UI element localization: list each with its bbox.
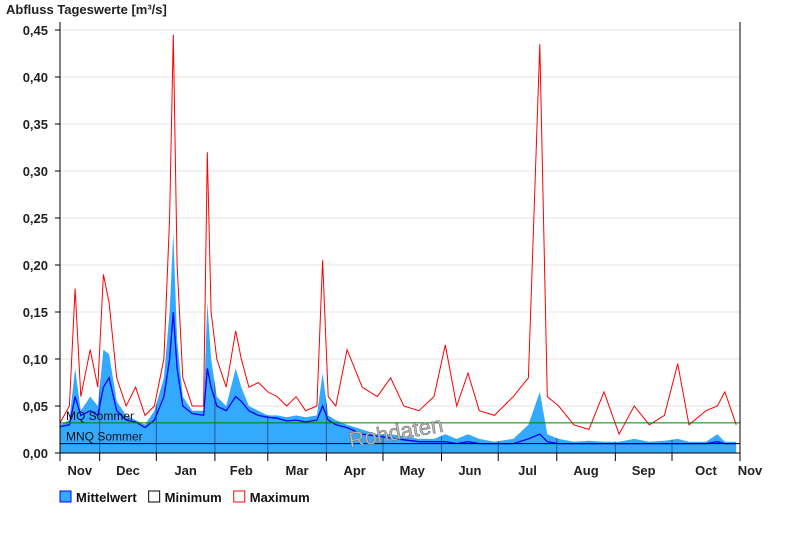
legend-label-mittelwert: Mittelwert (76, 490, 137, 505)
x-tick-label: Dec (116, 463, 140, 478)
chart-title: Abfluss Tageswerte [m³/s] (6, 2, 167, 17)
x-tick-label: Jun (458, 463, 481, 478)
x-tick-label: Mar (285, 463, 308, 478)
x-tick-label: Jan (174, 463, 196, 478)
legend-swatch-mittelwert (59, 490, 72, 503)
x-tick-label: Feb (230, 463, 253, 478)
y-tick-label: 0,45 (23, 23, 48, 38)
x-tick-label: Aug (573, 463, 598, 478)
x-tick-label: Oct (695, 463, 717, 478)
y-tick-label: 0,35 (23, 117, 48, 132)
legend-label-maximum: Maximum (250, 490, 310, 505)
y-tick-label: 0,05 (23, 399, 48, 414)
y-tick-label: 0,40 (23, 70, 48, 85)
y-tick-label: 0,10 (23, 352, 48, 367)
x-tick-label: Nov (738, 463, 763, 478)
x-tick-label: Sep (632, 463, 656, 478)
x-tick-label: Jul (518, 463, 537, 478)
reference-line-label: MQ Sommer (66, 409, 134, 423)
legend: Mittelwert Minimum Maximum (59, 490, 310, 505)
x-tick-label: Nov (68, 463, 93, 478)
legend-label-minimum: Minimum (165, 490, 222, 505)
x-tick-label: May (400, 463, 426, 478)
series-maximum-line (59, 34, 737, 436)
y-tick-label: 0,20 (23, 258, 48, 273)
legend-swatch-maximum (233, 490, 246, 503)
y-tick-label: 0,15 (23, 305, 48, 320)
reference-line-label: MNQ Sommer (66, 430, 143, 444)
series-mittelwert-area (60, 232, 737, 453)
legend-swatch-minimum (148, 490, 161, 503)
x-tick-label: Apr (343, 463, 365, 478)
y-tick-label: 0,25 (23, 211, 48, 226)
y-tick-label: 0,30 (23, 164, 48, 179)
y-tick-label: 0,00 (23, 446, 48, 461)
